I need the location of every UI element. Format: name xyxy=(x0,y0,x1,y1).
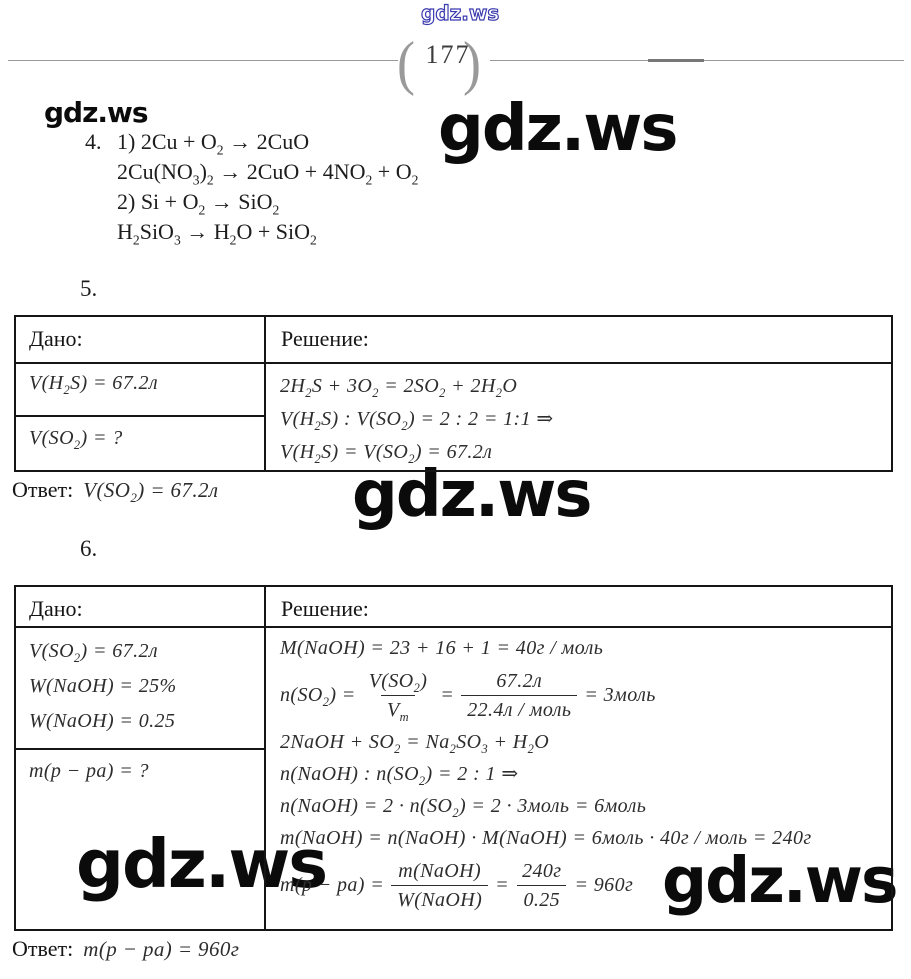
page-number-bracket-left: ( xyxy=(396,30,415,96)
numerator: m(NaOH) xyxy=(398,859,482,882)
item-4-number: 4. xyxy=(85,129,102,154)
given-header: Дано: xyxy=(16,587,266,628)
solution-line: n(NaOH) = 2 · n(SO2) = 2 · 3моль = 6моль xyxy=(280,795,647,820)
item-4: 4. 1) 2Cu + O2 → 2CuO 2Cu(NO3)2 → 2CuO +… xyxy=(85,127,418,247)
answer-label: Ответ: xyxy=(12,936,74,961)
page-number-bracket-right: ) xyxy=(462,30,481,96)
answer-value: m(p − pa) = 960г xyxy=(83,937,240,961)
numerator: 67.2л xyxy=(496,669,543,692)
item-5-number: 5. xyxy=(80,276,98,301)
solution-header: Решение: xyxy=(266,587,891,628)
given-cell: V(SO2) = 67.2л W(NaOH) = 25% W(NaOH) = 0… xyxy=(16,628,266,929)
equals-sign: = xyxy=(495,873,510,896)
fraction-rhs: = 960г xyxy=(574,873,634,896)
solution-cell: M(NaOH) = 23 + 16 + 1 = 40г / моль n(SO2… xyxy=(266,628,891,929)
watermark-bottom-right: gdz.ws xyxy=(662,844,898,917)
find-value: m(p − pa) = ? xyxy=(29,760,149,782)
answer-value: V(SO2) = 67.2л xyxy=(83,478,219,506)
find-value: V(SO2) = ? xyxy=(29,427,123,452)
solution-line: n(NaOH) : n(SO2) = 2 : 1 ⇒ xyxy=(280,763,519,788)
equation-line: H2SiO3 → H2O + SiO2 xyxy=(117,219,317,248)
problem-6-table: Дано: Решение: V(SO2) = 67.2л W(NaOH) = … xyxy=(14,585,893,931)
fraction: V(SO2) Vm xyxy=(363,669,434,723)
header-rule-left xyxy=(8,60,398,61)
header-rule-dark-segment xyxy=(648,59,704,62)
solution-line: M(NaOH) = 23 + 16 + 1 = 40г / моль xyxy=(280,637,604,659)
fraction: m(NaOH) W(NaOH) xyxy=(391,859,489,911)
fraction-lhs: m(p − pa) = xyxy=(280,873,385,896)
given-cell: V(H2S) = 67.2л V(SO2) = ? xyxy=(16,364,266,470)
given-find-divider xyxy=(16,748,264,750)
watermark-bottom-left: gdz.ws xyxy=(76,825,328,903)
solution-line: 2H2S + 3O2 = 2SO2 + 2H2O xyxy=(280,375,518,400)
solution-fraction-line: m(p − pa) = m(NaOH) W(NaOH) = 240г 0.25 … xyxy=(280,854,891,916)
answer-label: Ответ: xyxy=(12,477,74,502)
fraction: 67.2л 22.4л / моль xyxy=(461,669,578,721)
solution-header: Решение: xyxy=(266,317,891,364)
answer-5: Ответ: V(SO2) = 67.2л xyxy=(12,477,219,506)
fraction: 240г 0.25 xyxy=(516,860,567,911)
given-header: Дано: xyxy=(16,317,266,364)
solution-line: m(NaOH) = n(NaOH) · M(NaOH) = 6моль · 40… xyxy=(280,827,812,849)
given-value: W(NaOH) = 25% xyxy=(29,675,177,697)
fraction-rhs: = 3моль xyxy=(584,683,656,706)
solution-cell: 2H2S + 3O2 = 2SO2 + 2H2O V(H2S) : V(SO2)… xyxy=(266,364,891,470)
denominator: 0.25 xyxy=(517,884,567,911)
denominator: 22.4л / моль xyxy=(461,694,578,721)
denominator: W(NaOH) xyxy=(391,884,489,911)
numerator: 240г xyxy=(522,859,562,882)
equals-sign: = xyxy=(440,683,455,706)
solution-line: 2NaOH + SO2 = Na2SO3 + H2O xyxy=(280,731,550,756)
item-6-number: 6. xyxy=(80,536,98,561)
equation-line: 1) 2Cu + O2 → 2CuO xyxy=(117,129,310,158)
given-value: V(H2S) = 67.2л xyxy=(29,372,159,397)
equation-line: 2Cu(NO3)2 → 2CuO + 4NO2 + O2 xyxy=(117,159,419,188)
solution-fraction-line: n(SO2) = V(SO2) Vm = 67.2л 22.4л / моль … xyxy=(280,664,891,726)
watermark-middle: gdz.ws xyxy=(352,458,592,532)
watermark-top-tiny: gdz.ws xyxy=(420,1,500,25)
equation-line: 2) Si + O2 → SiO2 xyxy=(117,189,280,218)
watermark-top-left: gdz.ws xyxy=(44,96,149,129)
page-number: 177 xyxy=(425,40,471,69)
problem-5-table: Дано: Решение: V(H2S) = 67.2л V(SO2) = ?… xyxy=(14,315,893,472)
answer-6: Ответ: m(p − pa) = 960г xyxy=(12,936,239,962)
denominator: Vm xyxy=(380,694,415,723)
solution-line: V(H2S) : V(SO2) = 2 : 2 = 1:1 ⇒ xyxy=(280,408,554,433)
watermark-top-right: gdz.ws xyxy=(438,92,678,166)
numerator: V(SO2) xyxy=(368,669,428,695)
given-value: V(SO2) = 67.2л xyxy=(29,640,159,665)
solution-line: V(H2S) = V(SO2) = 67.2л xyxy=(280,441,493,466)
fraction-lhs: n(SO2) = xyxy=(280,683,356,709)
given-find-divider xyxy=(16,415,264,417)
given-value: W(NaOH) = 0.25 xyxy=(29,710,176,732)
